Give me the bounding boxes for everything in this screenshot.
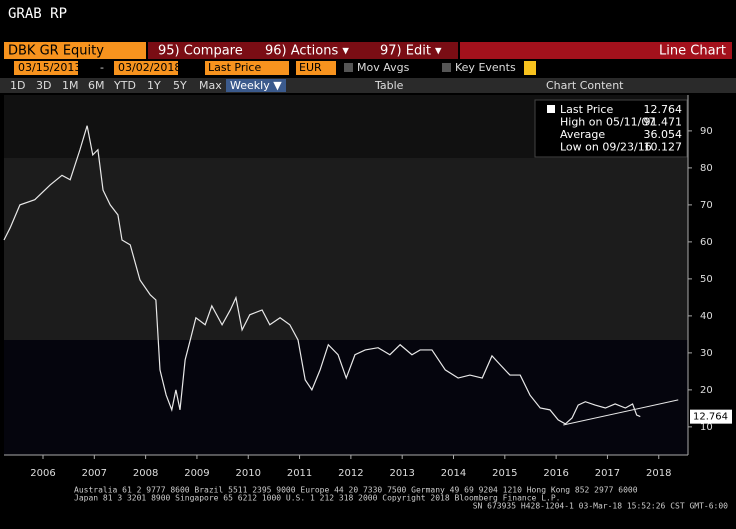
range-button[interactable]: 6M <box>88 79 105 92</box>
y-tick-label: 70 <box>700 200 713 211</box>
range-button[interactable]: 3D <box>36 79 51 92</box>
y-tick-label: 60 <box>700 237 713 248</box>
x-tick-label: 2008 <box>133 468 158 479</box>
actions-button[interactable]: 96) Actions ▾ <box>265 44 349 59</box>
trendline <box>563 399 679 426</box>
y-tick-label: 10 <box>700 422 713 433</box>
y-tick-label: 20 <box>700 385 713 396</box>
y-tick-label: 90 <box>700 126 713 137</box>
legend-value: 91.471 <box>644 116 683 129</box>
range-button[interactable]: 1D <box>10 79 25 92</box>
currency-select[interactable] <box>296 61 336 75</box>
legend-value: 10.127 <box>644 141 683 154</box>
x-tick-label: 2017 <box>595 468 620 479</box>
y-tick-label: 30 <box>700 348 713 359</box>
info-icon[interactable] <box>524 61 536 75</box>
view-bg <box>460 42 732 59</box>
x-tick-label: 2014 <box>441 468 466 479</box>
last-price-label: 12.764 <box>693 412 728 423</box>
key-events[interactable]: Key Events <box>455 61 516 74</box>
legend-label: Last Price <box>560 103 613 116</box>
mov-avgs[interactable]: Mov Avgs <box>357 61 410 74</box>
field[interactable]: Last Price <box>208 61 261 74</box>
date-dash: - <box>100 61 104 74</box>
y-tick-label: 40 <box>700 311 713 322</box>
start-date[interactable]: 03/15/2013 <box>18 61 81 74</box>
footer-line: SN 673935 H428-1204-1 03-Mar-18 15:52:26… <box>473 502 728 511</box>
view-label: Line Chart <box>659 44 726 59</box>
legend-swatch <box>547 105 555 113</box>
x-tick-label: 2016 <box>543 468 568 479</box>
y-tick-label: 50 <box>700 274 713 285</box>
compare-button[interactable]: 95) Compare <box>158 44 243 59</box>
frequency[interactable]: Weekly ▼ <box>230 79 282 92</box>
y-tick-label: 80 <box>700 163 713 174</box>
x-tick-label: 2007 <box>82 468 107 479</box>
legend-label: High on 05/11/07 <box>560 116 655 129</box>
x-tick-label: 2009 <box>184 468 209 479</box>
legend-box <box>534 99 688 158</box>
checkbox[interactable] <box>344 63 353 72</box>
toolbar-bg <box>148 42 458 59</box>
range-button[interactable]: YTD <box>113 79 136 92</box>
x-tick-label: 2013 <box>389 468 414 479</box>
range-button[interactable]: 1M <box>62 79 79 92</box>
range-button[interactable]: 5Y <box>173 79 187 92</box>
table-button[interactable]: Table <box>374 79 404 92</box>
chart-content[interactable]: Chart Content <box>546 79 624 92</box>
range-button[interactable]: 1Y <box>147 79 161 92</box>
edit-button[interactable]: 97) Edit ▾ <box>380 44 442 59</box>
currency[interactable]: EUR <box>299 61 322 74</box>
last-price-tag <box>690 409 732 424</box>
band <box>4 158 688 340</box>
field-select[interactable] <box>205 61 289 75</box>
x-tick-label: 2015 <box>492 468 517 479</box>
date-field[interactable] <box>114 61 178 75</box>
legend-value: 36.054 <box>644 128 683 141</box>
date-field[interactable] <box>14 61 78 75</box>
legend-value: 12.764 <box>644 103 683 116</box>
x-tick-label: 2011 <box>287 468 312 479</box>
end-date[interactable]: 03/02/2018 <box>118 61 181 74</box>
screen-title: GRAB RP <box>8 6 67 22</box>
range-bar <box>0 78 736 93</box>
security-bg <box>4 42 146 59</box>
footer-line: Japan 81 3 3201 8900 Singapore 65 6212 1… <box>74 494 560 503</box>
security[interactable]: DBK GR Equity <box>8 44 104 59</box>
x-tick-label: 2012 <box>338 468 363 479</box>
legend-label: Average <box>560 128 605 141</box>
frequency-bg[interactable] <box>226 79 286 92</box>
band <box>4 340 688 455</box>
legend-label: Low on 09/23/16 <box>560 141 652 154</box>
price-line <box>3 125 641 425</box>
x-tick-label: 2010 <box>236 468 261 479</box>
footer-line: Australia 61 2 9777 8600 Brazil 5511 239… <box>74 486 638 495</box>
range-button[interactable]: Max <box>199 79 222 92</box>
x-tick-label: 2018 <box>646 468 671 479</box>
x-tick-label: 2006 <box>30 468 55 479</box>
checkbox[interactable] <box>442 63 451 72</box>
